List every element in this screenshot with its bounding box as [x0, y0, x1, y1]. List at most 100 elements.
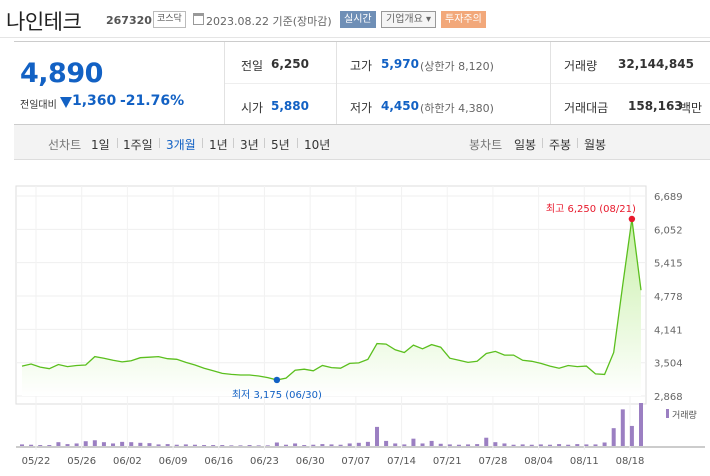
- volume-bar: [538, 444, 543, 446]
- period-5y[interactable]: 5년: [271, 138, 290, 152]
- column-divider: [336, 42, 337, 124]
- x-tick-label: 06/16: [204, 456, 233, 467]
- x-tick-label: 08/04: [524, 456, 553, 467]
- prev-close-value: 6,250: [271, 57, 309, 71]
- volume-bar: [229, 445, 234, 446]
- x-tick-label: 05/22: [22, 456, 51, 467]
- divider: [577, 138, 578, 148]
- volume-bar: [620, 409, 625, 446]
- y-tick-label: 2,868: [654, 392, 683, 403]
- investment-warning-badge[interactable]: 투자주의: [441, 11, 486, 28]
- volume-bar: [557, 444, 562, 446]
- volume-bar: [475, 444, 480, 446]
- chart-period-bar: 선차트 1일 1주일 3개월 1년 3년 5년 10년 봉차트 일봉 주봉 월봉: [14, 125, 710, 160]
- period-1y[interactable]: 1년: [209, 138, 228, 152]
- volume-bar: [265, 445, 270, 446]
- volume-bar: [92, 440, 97, 446]
- volume-bar: [129, 442, 134, 446]
- x-tick-label: 07/07: [341, 456, 370, 467]
- high-value: 5,970: [381, 57, 419, 71]
- divider: [202, 138, 203, 148]
- upper-limit: (상한가 8,120): [420, 60, 494, 73]
- calendar-icon: [193, 13, 204, 25]
- volume-bar: [602, 442, 607, 446]
- volume-bar: [520, 444, 525, 446]
- volume-bar: [174, 444, 179, 446]
- market-badge: 코스닥: [153, 11, 186, 28]
- high-point-marker: [628, 215, 636, 223]
- period-3y[interactable]: 3년: [240, 138, 259, 152]
- down-arrow-icon: [60, 97, 72, 108]
- volume-bar: [29, 444, 34, 446]
- company-info-dropdown[interactable]: 기업개요 ▾: [381, 11, 436, 28]
- volume-bar: [156, 444, 161, 446]
- volume-bar: [101, 442, 106, 446]
- volume-bar: [384, 440, 389, 446]
- volume-bar: [502, 443, 507, 446]
- volume-bar: [47, 445, 52, 446]
- current-price-box: 4,890 전일대비 1,360 -21.76%: [14, 42, 225, 124]
- stock-code: 267320: [106, 14, 152, 27]
- amount-value: 158,163: [628, 99, 683, 113]
- amount-label: 거래대금: [564, 101, 609, 115]
- volume-legend-label: 거래량: [672, 409, 697, 421]
- volume-bar: [529, 444, 534, 446]
- high-point-label: 최고 6,250 (08/21): [546, 203, 636, 215]
- low-label: 저가: [350, 101, 373, 115]
- row-divider: [225, 83, 710, 84]
- volume-bar: [547, 444, 552, 446]
- column-divider: [550, 42, 551, 124]
- volume-bar: [147, 443, 152, 446]
- period-10y[interactable]: 10년: [304, 138, 331, 152]
- y-tick-label: 4,141: [654, 325, 683, 336]
- volume-bar: [138, 442, 143, 446]
- x-tick-label: 06/09: [159, 456, 188, 467]
- volume-bar: [493, 442, 498, 446]
- current-price: 4,890: [20, 58, 103, 89]
- volume-bar: [329, 444, 334, 446]
- price-chart-svg[interactable]: 6,689 6,052 5,415 4,778 4,141 3,504 2,868 05/22…: [0, 160, 710, 476]
- divider: [264, 138, 265, 148]
- volume-legend-swatch: [666, 409, 669, 418]
- low-value: 4,450: [381, 99, 419, 113]
- volume-bar: [165, 444, 170, 446]
- volume-bar: [65, 444, 70, 446]
- volume-bar: [274, 442, 279, 446]
- volume-bar: [347, 443, 352, 446]
- period-monthly[interactable]: 월봉: [584, 138, 607, 152]
- line-chart-label: 선차트: [48, 138, 82, 152]
- volume-label: 거래량: [564, 59, 598, 73]
- volume-bar: [420, 443, 425, 446]
- volume-bar: [356, 442, 361, 446]
- y-tick-label: 3,504: [654, 359, 683, 370]
- open-label: 시가: [241, 101, 264, 115]
- volume-bar: [338, 444, 343, 446]
- candle-chart-label: 봉차트: [469, 138, 503, 152]
- y-tick-label: 5,415: [654, 259, 683, 270]
- period-weekly[interactable]: 주봉: [549, 138, 572, 152]
- period-1d[interactable]: 1일: [91, 138, 110, 152]
- low-point-marker: [273, 376, 281, 384]
- volume-bar: [211, 445, 216, 446]
- period-daily[interactable]: 일봉: [514, 138, 537, 152]
- price-chart[interactable]: 6,689 6,052 5,415 4,778 4,141 3,504 2,868 05/22…: [0, 160, 710, 476]
- period-3m[interactable]: 3개월: [166, 138, 196, 152]
- open-value: 5,880: [271, 99, 309, 113]
- volume-bar: [192, 444, 197, 446]
- volume-value: 32,144,845: [618, 57, 694, 71]
- realtime-button[interactable]: 실시간: [340, 11, 376, 28]
- volume-bar: [611, 428, 616, 446]
- change-percent: -21.76%: [120, 93, 185, 109]
- volume-bar: [375, 426, 380, 446]
- divider: [117, 138, 118, 148]
- stock-header: 나인테크 267320 코스닥 2023.08.22 기준(장마감) 실시간 기…: [0, 0, 710, 38]
- volume-bar: [484, 437, 489, 446]
- y-tick-label: 6,052: [654, 225, 683, 236]
- volume-bar: [293, 443, 298, 446]
- x-tick-label: 05/26: [67, 456, 96, 467]
- volume-bar: [466, 444, 471, 446]
- prev-close-label: 전일: [241, 59, 264, 73]
- divider: [159, 138, 160, 148]
- period-1w[interactable]: 1주일: [123, 138, 153, 152]
- volume-bar: [402, 444, 407, 446]
